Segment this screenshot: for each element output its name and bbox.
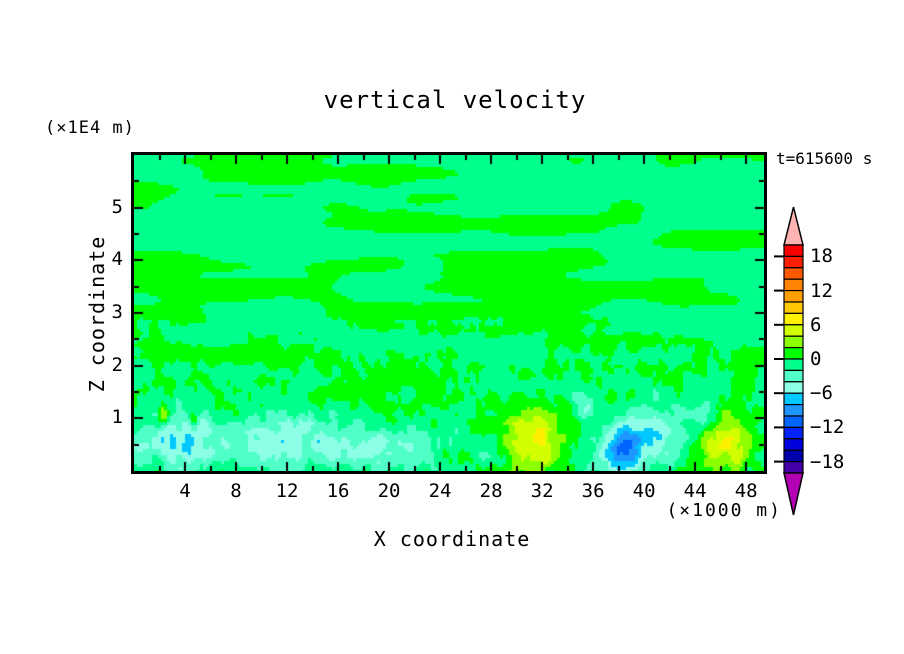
x-tick-label: 36 [581,480,605,502]
colorbar-cell [783,301,804,314]
colorbar-cell [783,461,804,474]
x-tick-label: 40 [632,480,656,502]
y-tick-label: 1 [111,406,123,429]
colorbar-cell [783,335,804,349]
y-tick-label: 5 [111,195,123,218]
colorbar-cell [783,278,804,292]
x-tick-label: 24 [428,480,452,502]
colorbar-tick-label: −18 [810,450,845,473]
colorbar-tick-label: 0 [810,348,822,370]
colorbar-tick-label: 6 [810,313,822,336]
colorbar-cell [783,426,804,440]
x-tick-label: 32 [530,480,554,502]
x-tick-label: 4 [179,480,191,502]
colorbar-cell [783,267,804,280]
colorbar-cell [783,381,804,394]
colorbar-cell [783,438,804,451]
colorbar-cell [783,358,804,371]
colorbar-cell [783,449,804,463]
colorbar-tick-label: 12 [810,279,833,302]
colorbar-cell [783,347,804,360]
contour-field-canvas [134,155,764,471]
chart-title: vertical velocity [323,86,587,114]
x-axis-title: X coordinate [373,527,531,551]
y-tick-label: 2 [111,353,123,376]
colorbar-cell [783,244,804,257]
colorbar-over-arrow [783,206,804,246]
colorbar-tick-label: −12 [810,416,845,439]
colorbar-cell [783,289,804,303]
colorbar [774,206,804,516]
colorbar-cell [783,404,804,417]
x-tick-label: 12 [275,480,299,502]
y-tick-label: 4 [111,248,123,271]
x-tick-label: 44 [683,480,707,502]
colorbar-cell [783,255,804,269]
colorbar-cell [783,312,804,326]
time-annotation: t=615600 s [776,149,873,168]
x-tick-label: 16 [326,480,350,502]
x-tick-label: 48 [734,480,758,502]
x-tick-label: 28 [479,480,503,502]
y-tick-label: 3 [111,301,123,323]
colorbar-cell [783,392,804,406]
colorbar-tick-label: 18 [810,245,833,268]
colorbar-cell [783,324,804,337]
colorbar-tick-label: −6 [810,382,833,405]
y-axis-title: Z coordinate [85,235,109,393]
colorbar-cell [783,369,804,383]
colorbar-under-arrow [783,472,804,516]
y-axis-unit-label: (×1E4 m) [45,118,135,138]
colorbar-cell [783,415,804,428]
x-axis-unit-label: (×1000 m) [666,500,782,521]
x-tick-label: 8 [230,480,242,502]
x-tick-label: 20 [377,480,401,502]
